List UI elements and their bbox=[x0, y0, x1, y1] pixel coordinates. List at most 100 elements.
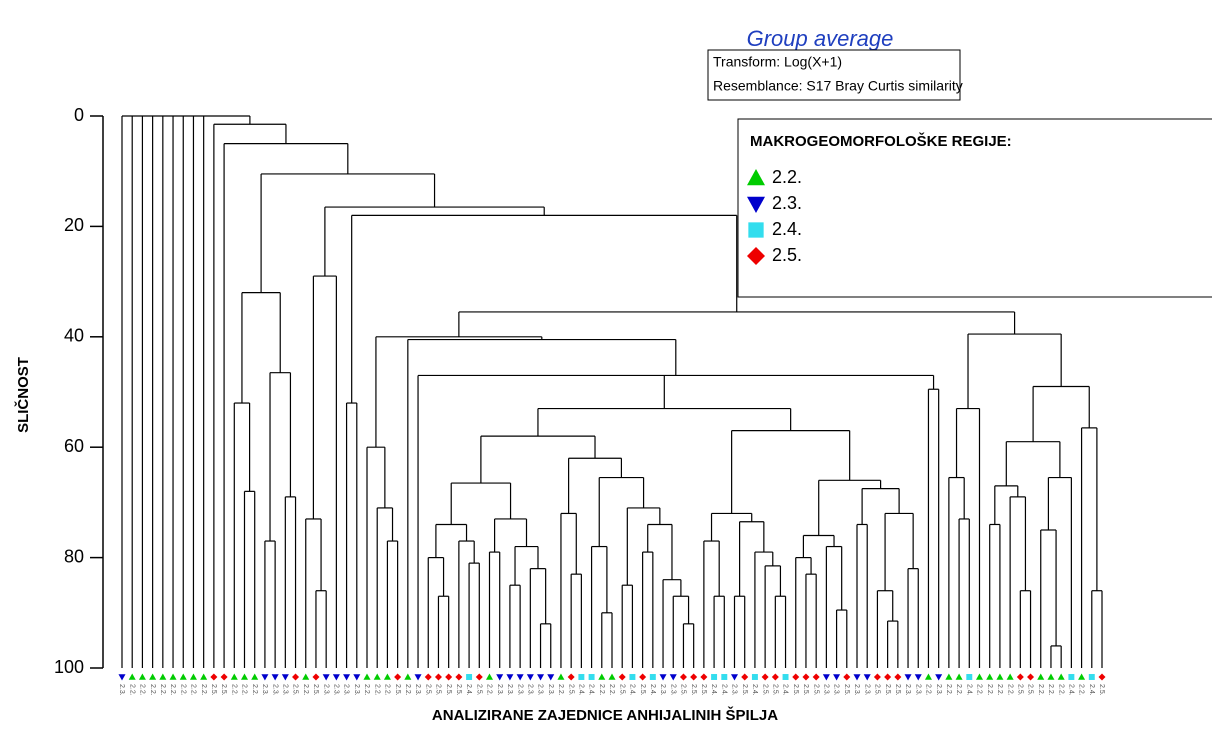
leaf-label: 2.4. bbox=[751, 684, 758, 696]
marker bbox=[884, 673, 892, 681]
y-tick-label: 20 bbox=[64, 215, 84, 235]
leaf-label: 2.3. bbox=[496, 684, 503, 696]
legend-label: 2.5. bbox=[772, 245, 802, 265]
leaf-label: 2.3. bbox=[353, 684, 360, 696]
marker bbox=[721, 674, 728, 680]
marker bbox=[629, 674, 636, 680]
y-tick-label: 100 bbox=[54, 657, 84, 677]
legend-box bbox=[737, 118, 1212, 298]
marker bbox=[118, 674, 126, 681]
leaf-label: 2.5. bbox=[741, 684, 748, 696]
leaf-label: 2.4. bbox=[629, 684, 636, 696]
leaf-label: 2.2. bbox=[608, 684, 615, 696]
leaf-label: 2.5. bbox=[700, 684, 707, 696]
marker bbox=[690, 673, 698, 681]
leaf-label: 2.5. bbox=[210, 684, 217, 696]
marker bbox=[516, 674, 524, 681]
leaf-label: 2.5. bbox=[394, 684, 401, 696]
marker bbox=[159, 673, 167, 680]
x-axis-title: ANALIZIRANE ZAJEDNICE ANHIJALINIH ŠPILJA bbox=[432, 706, 778, 724]
legend-marker bbox=[748, 222, 764, 238]
marker bbox=[976, 673, 983, 680]
y-tick-label: 80 bbox=[64, 546, 84, 566]
leaf-label: 2.4. bbox=[1068, 684, 1075, 696]
leaf-label: 2.2. bbox=[598, 684, 605, 696]
leaf-label: 2.5. bbox=[455, 684, 462, 696]
leaf-label: 2.2. bbox=[251, 684, 258, 696]
marker bbox=[669, 674, 677, 681]
leaf-label: 2.2. bbox=[384, 684, 391, 696]
marker bbox=[1078, 673, 1086, 680]
leaf-label: 2.5. bbox=[1016, 684, 1023, 696]
marker bbox=[608, 673, 616, 680]
leaf-label: 2.4. bbox=[710, 684, 717, 696]
marker bbox=[1057, 673, 1065, 680]
marker bbox=[383, 673, 391, 680]
leaf-label: 2.5. bbox=[618, 684, 625, 696]
leaf-label: 2.2. bbox=[1006, 684, 1013, 696]
leaf-label: 2.2. bbox=[945, 684, 952, 696]
leaf-label: 2.2. bbox=[149, 684, 156, 696]
leaf-label: 2.2. bbox=[363, 684, 370, 696]
marker bbox=[567, 673, 575, 681]
y-tick-label: 40 bbox=[64, 326, 84, 346]
y-tick-label: 60 bbox=[64, 436, 84, 456]
leaf-label: 2.3. bbox=[537, 684, 544, 696]
leaf-label: 2.2. bbox=[373, 684, 380, 696]
leaf-label: 2.3. bbox=[904, 684, 911, 696]
marker bbox=[679, 673, 687, 681]
leaf-label: 2.5. bbox=[874, 684, 881, 696]
marker bbox=[894, 673, 902, 681]
leaf-label: 2.5. bbox=[894, 684, 901, 696]
leaf-label: 2.5. bbox=[424, 684, 431, 696]
marker bbox=[496, 674, 504, 681]
marker bbox=[588, 674, 595, 680]
legend-marker bbox=[747, 247, 765, 265]
marker bbox=[812, 673, 820, 681]
leaf-label: 2.2. bbox=[1047, 684, 1054, 696]
marker bbox=[537, 674, 545, 681]
marker bbox=[822, 674, 830, 681]
leaf-label: 2.2. bbox=[159, 684, 166, 696]
marker bbox=[486, 673, 493, 680]
marker bbox=[404, 673, 412, 680]
leaf-label: 2.3. bbox=[914, 684, 921, 696]
leaf-label: 2.3. bbox=[659, 684, 666, 696]
marker bbox=[1016, 673, 1024, 681]
marker bbox=[261, 674, 269, 681]
leaf-label: 2.4. bbox=[720, 684, 727, 696]
chart-title: Group average bbox=[747, 26, 894, 51]
leaf-label: 2.2. bbox=[169, 684, 176, 696]
leaf-label: 2.4. bbox=[965, 684, 972, 696]
legend-label: 2.3. bbox=[772, 193, 802, 213]
marker bbox=[914, 674, 922, 681]
leaf-label: 2.3. bbox=[853, 684, 860, 696]
marker bbox=[547, 674, 555, 681]
leaf-label: 2.3. bbox=[322, 684, 329, 696]
marker bbox=[251, 673, 259, 680]
leaf-label: 2.2. bbox=[139, 684, 146, 696]
marker bbox=[292, 673, 300, 681]
legend-label: 2.4. bbox=[772, 219, 802, 239]
leaf-label: 2.2. bbox=[557, 684, 564, 696]
marker bbox=[241, 673, 248, 680]
marker bbox=[312, 673, 320, 681]
marker bbox=[711, 674, 718, 680]
marker bbox=[302, 673, 310, 680]
marker bbox=[578, 674, 585, 680]
marker bbox=[649, 674, 656, 680]
marker bbox=[169, 673, 177, 680]
leaf-label: 2.4. bbox=[465, 684, 472, 696]
marker bbox=[761, 673, 769, 681]
marker bbox=[210, 673, 218, 681]
marker bbox=[924, 673, 932, 680]
leaf-label: 2.2. bbox=[955, 684, 962, 696]
marker bbox=[1027, 673, 1035, 681]
leaf-label: 2.2. bbox=[986, 684, 993, 696]
marker bbox=[945, 673, 953, 680]
leaf-label: 2.5. bbox=[567, 684, 574, 696]
marker bbox=[343, 674, 351, 681]
leaf-label: 2.5. bbox=[680, 684, 687, 696]
leaf-label: 2.4. bbox=[1088, 684, 1095, 696]
